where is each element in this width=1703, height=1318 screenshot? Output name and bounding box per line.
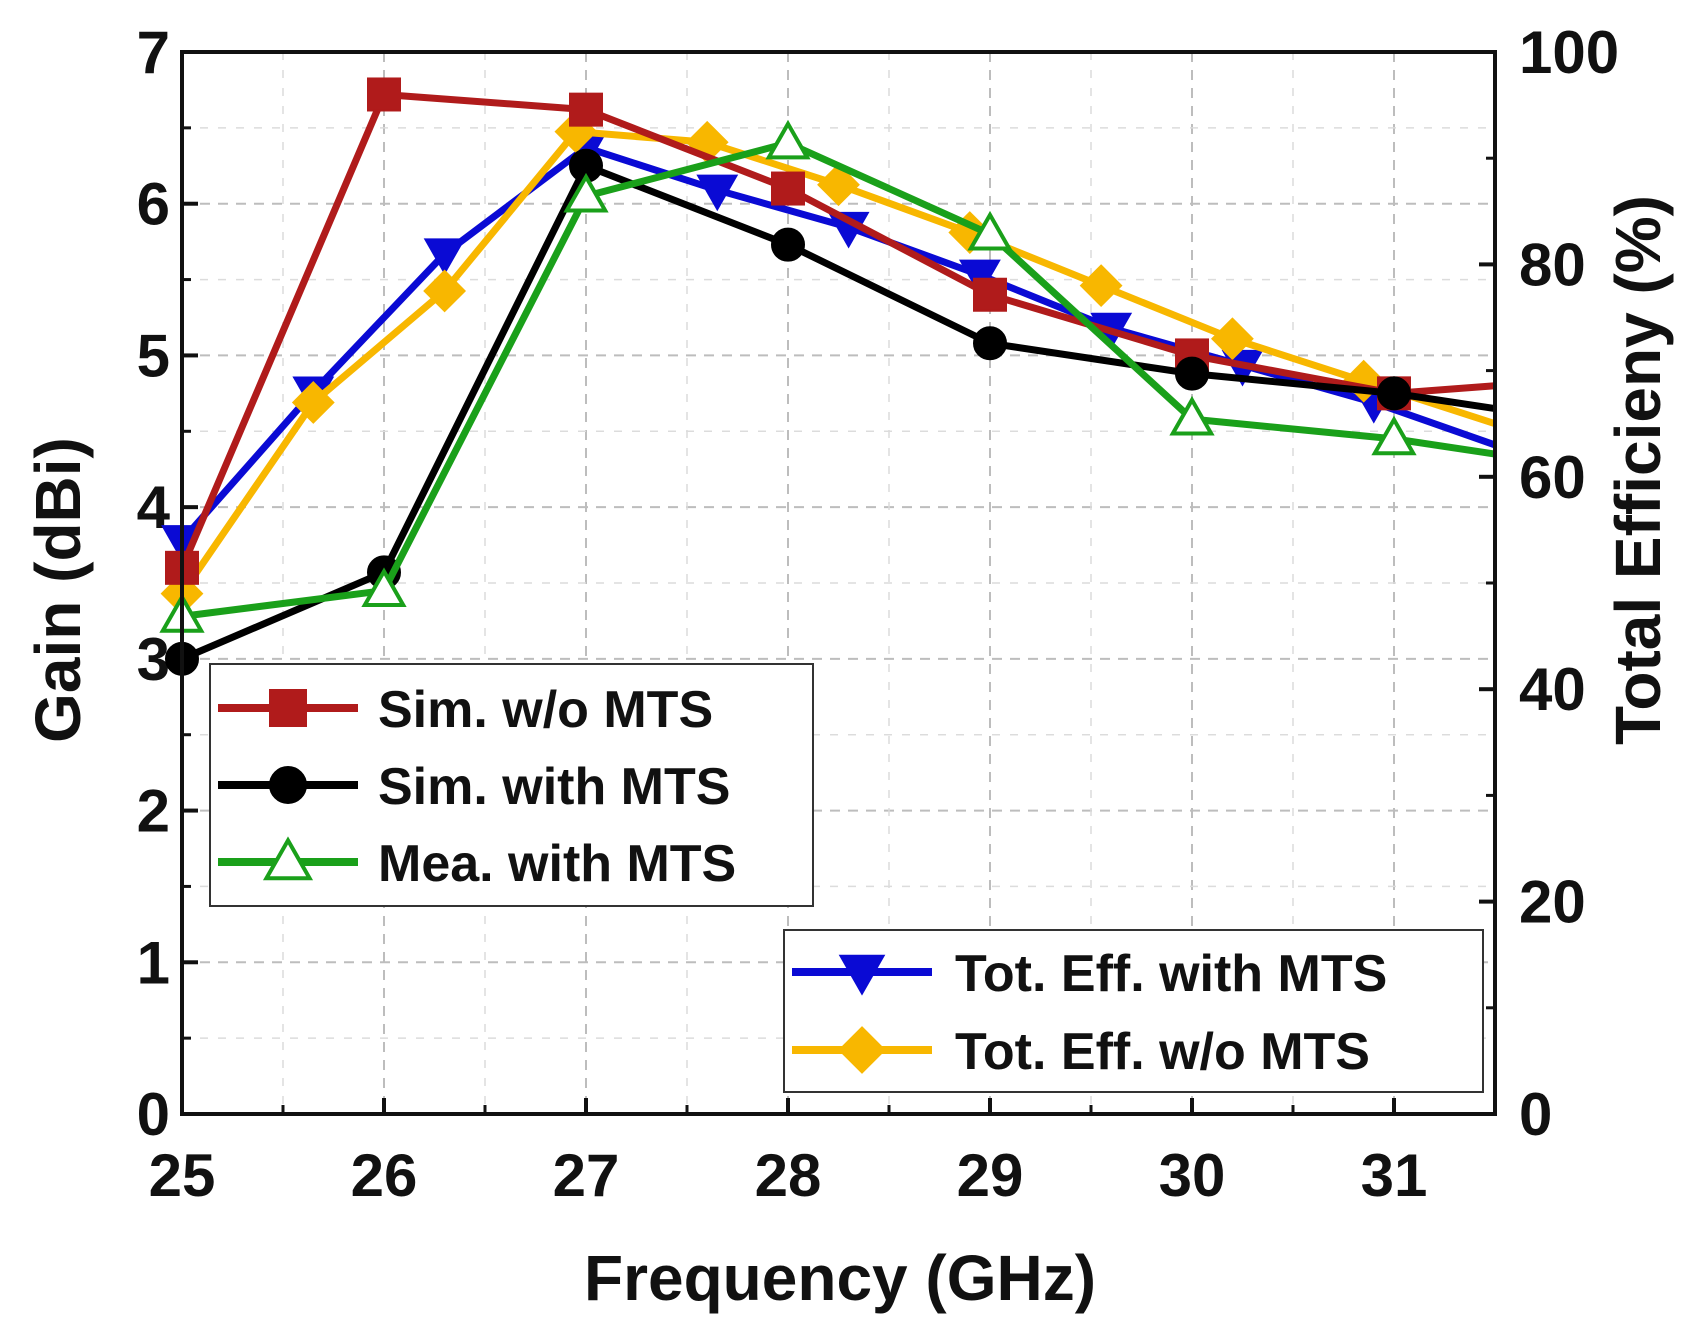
data-point-diamond bbox=[838, 1026, 886, 1074]
legend-label: Tot. Eff. w/o MTS bbox=[955, 1023, 1370, 1081]
y2-tick-label: 100 bbox=[1519, 19, 1619, 86]
x-tick-label: 26 bbox=[351, 1142, 418, 1209]
data-point-diamond bbox=[817, 163, 860, 207]
data-point-triangle bbox=[1371, 415, 1417, 456]
series-tot-eff-w-o-mts bbox=[160, 110, 1497, 616]
y-tick-label: 1 bbox=[137, 929, 170, 996]
y2-tick-label: 0 bbox=[1519, 1081, 1552, 1148]
data-point-square bbox=[771, 171, 805, 206]
data-point-square bbox=[569, 92, 603, 127]
x-tick-label: 31 bbox=[1361, 1142, 1428, 1209]
y2-tick-label: 80 bbox=[1519, 231, 1586, 298]
series-layer bbox=[159, 77, 1497, 676]
data-point-circle bbox=[1175, 356, 1209, 391]
legend-swatch bbox=[218, 766, 358, 804]
x-tick-label: 25 bbox=[149, 1142, 216, 1209]
data-point-triangle bbox=[967, 210, 1013, 251]
y-tick-label: 3 bbox=[137, 626, 170, 693]
data-point-triangle-down bbox=[958, 259, 1001, 297]
series-sim-with-mts bbox=[165, 148, 1496, 676]
data-point-circle bbox=[1377, 376, 1411, 411]
x-tick-label: 29 bbox=[957, 1142, 1024, 1209]
y-tick-label: 6 bbox=[137, 171, 170, 238]
data-point-diamond bbox=[423, 269, 467, 313]
legend-swatch bbox=[218, 836, 358, 881]
data-point-square bbox=[269, 689, 307, 727]
legend-efficiency: Tot. Eff. with MTS Tot. Eff. w/o MTS bbox=[783, 929, 1484, 1093]
data-point-triangle bbox=[765, 119, 811, 160]
data-point-circle bbox=[771, 227, 805, 262]
series-tot-eff-with-mts bbox=[161, 132, 1497, 562]
series-line bbox=[181, 139, 1496, 620]
x-tick-label: 27 bbox=[553, 1142, 620, 1209]
y-tick-label: 5 bbox=[137, 322, 170, 389]
legend-label: Sim. w/o MTS bbox=[378, 681, 713, 739]
data-point-triangle bbox=[361, 567, 407, 607]
data-point-triangle bbox=[262, 836, 314, 881]
y-axis-title: Gain (dBi) bbox=[22, 437, 94, 743]
x-tick-label: 30 bbox=[1159, 1142, 1226, 1209]
data-point-diamond bbox=[1079, 264, 1123, 308]
data-point-triangle-down bbox=[423, 238, 466, 275]
plot-frame bbox=[180, 50, 1497, 1116]
x-axis-title: Frequency (GHz) bbox=[584, 1242, 1096, 1314]
legend-swatch bbox=[792, 954, 932, 996]
x-tick-label: 28 bbox=[755, 1142, 822, 1209]
plot-border bbox=[180, 50, 1497, 1116]
legend-label: Tot. Eff. with MTS bbox=[955, 945, 1387, 1003]
y-tick-label: 7 bbox=[137, 19, 170, 86]
data-point-circle bbox=[269, 766, 307, 804]
y-tick-label: 2 bbox=[137, 778, 170, 845]
y2-axis-title: Total Efficieny (%) bbox=[1602, 195, 1674, 745]
data-point-circle bbox=[973, 326, 1007, 361]
legend-label: Mea. with MTS bbox=[378, 835, 736, 893]
data-point-triangle-down bbox=[827, 211, 870, 249]
data-point-triangle-down bbox=[696, 174, 739, 212]
data-point-triangle bbox=[1169, 395, 1215, 436]
data-point-square bbox=[973, 277, 1007, 312]
y-tick-label: 0 bbox=[137, 1081, 170, 1148]
y2-tick-label: 20 bbox=[1519, 869, 1586, 936]
data-point-square bbox=[367, 77, 401, 112]
data-point-triangle-down bbox=[838, 954, 886, 996]
legend-swatch bbox=[218, 689, 358, 727]
legend-label: Sim. with MTS bbox=[378, 758, 730, 816]
series-mea-with-mts bbox=[159, 119, 1496, 633]
y2-tick-label: 40 bbox=[1519, 656, 1586, 723]
series-line bbox=[180, 162, 1496, 663]
legend-gain: Sim. w/o MTS Sim. with MTS Mea. with MTS bbox=[209, 663, 814, 907]
data-point-diamond bbox=[1210, 317, 1254, 361]
y2-tick-label: 60 bbox=[1519, 444, 1586, 511]
data-point-diamond bbox=[291, 381, 335, 424]
data-point-triangle bbox=[563, 172, 609, 213]
legend-efficiency-box bbox=[783, 929, 1484, 1093]
legend-swatch bbox=[792, 1026, 932, 1074]
